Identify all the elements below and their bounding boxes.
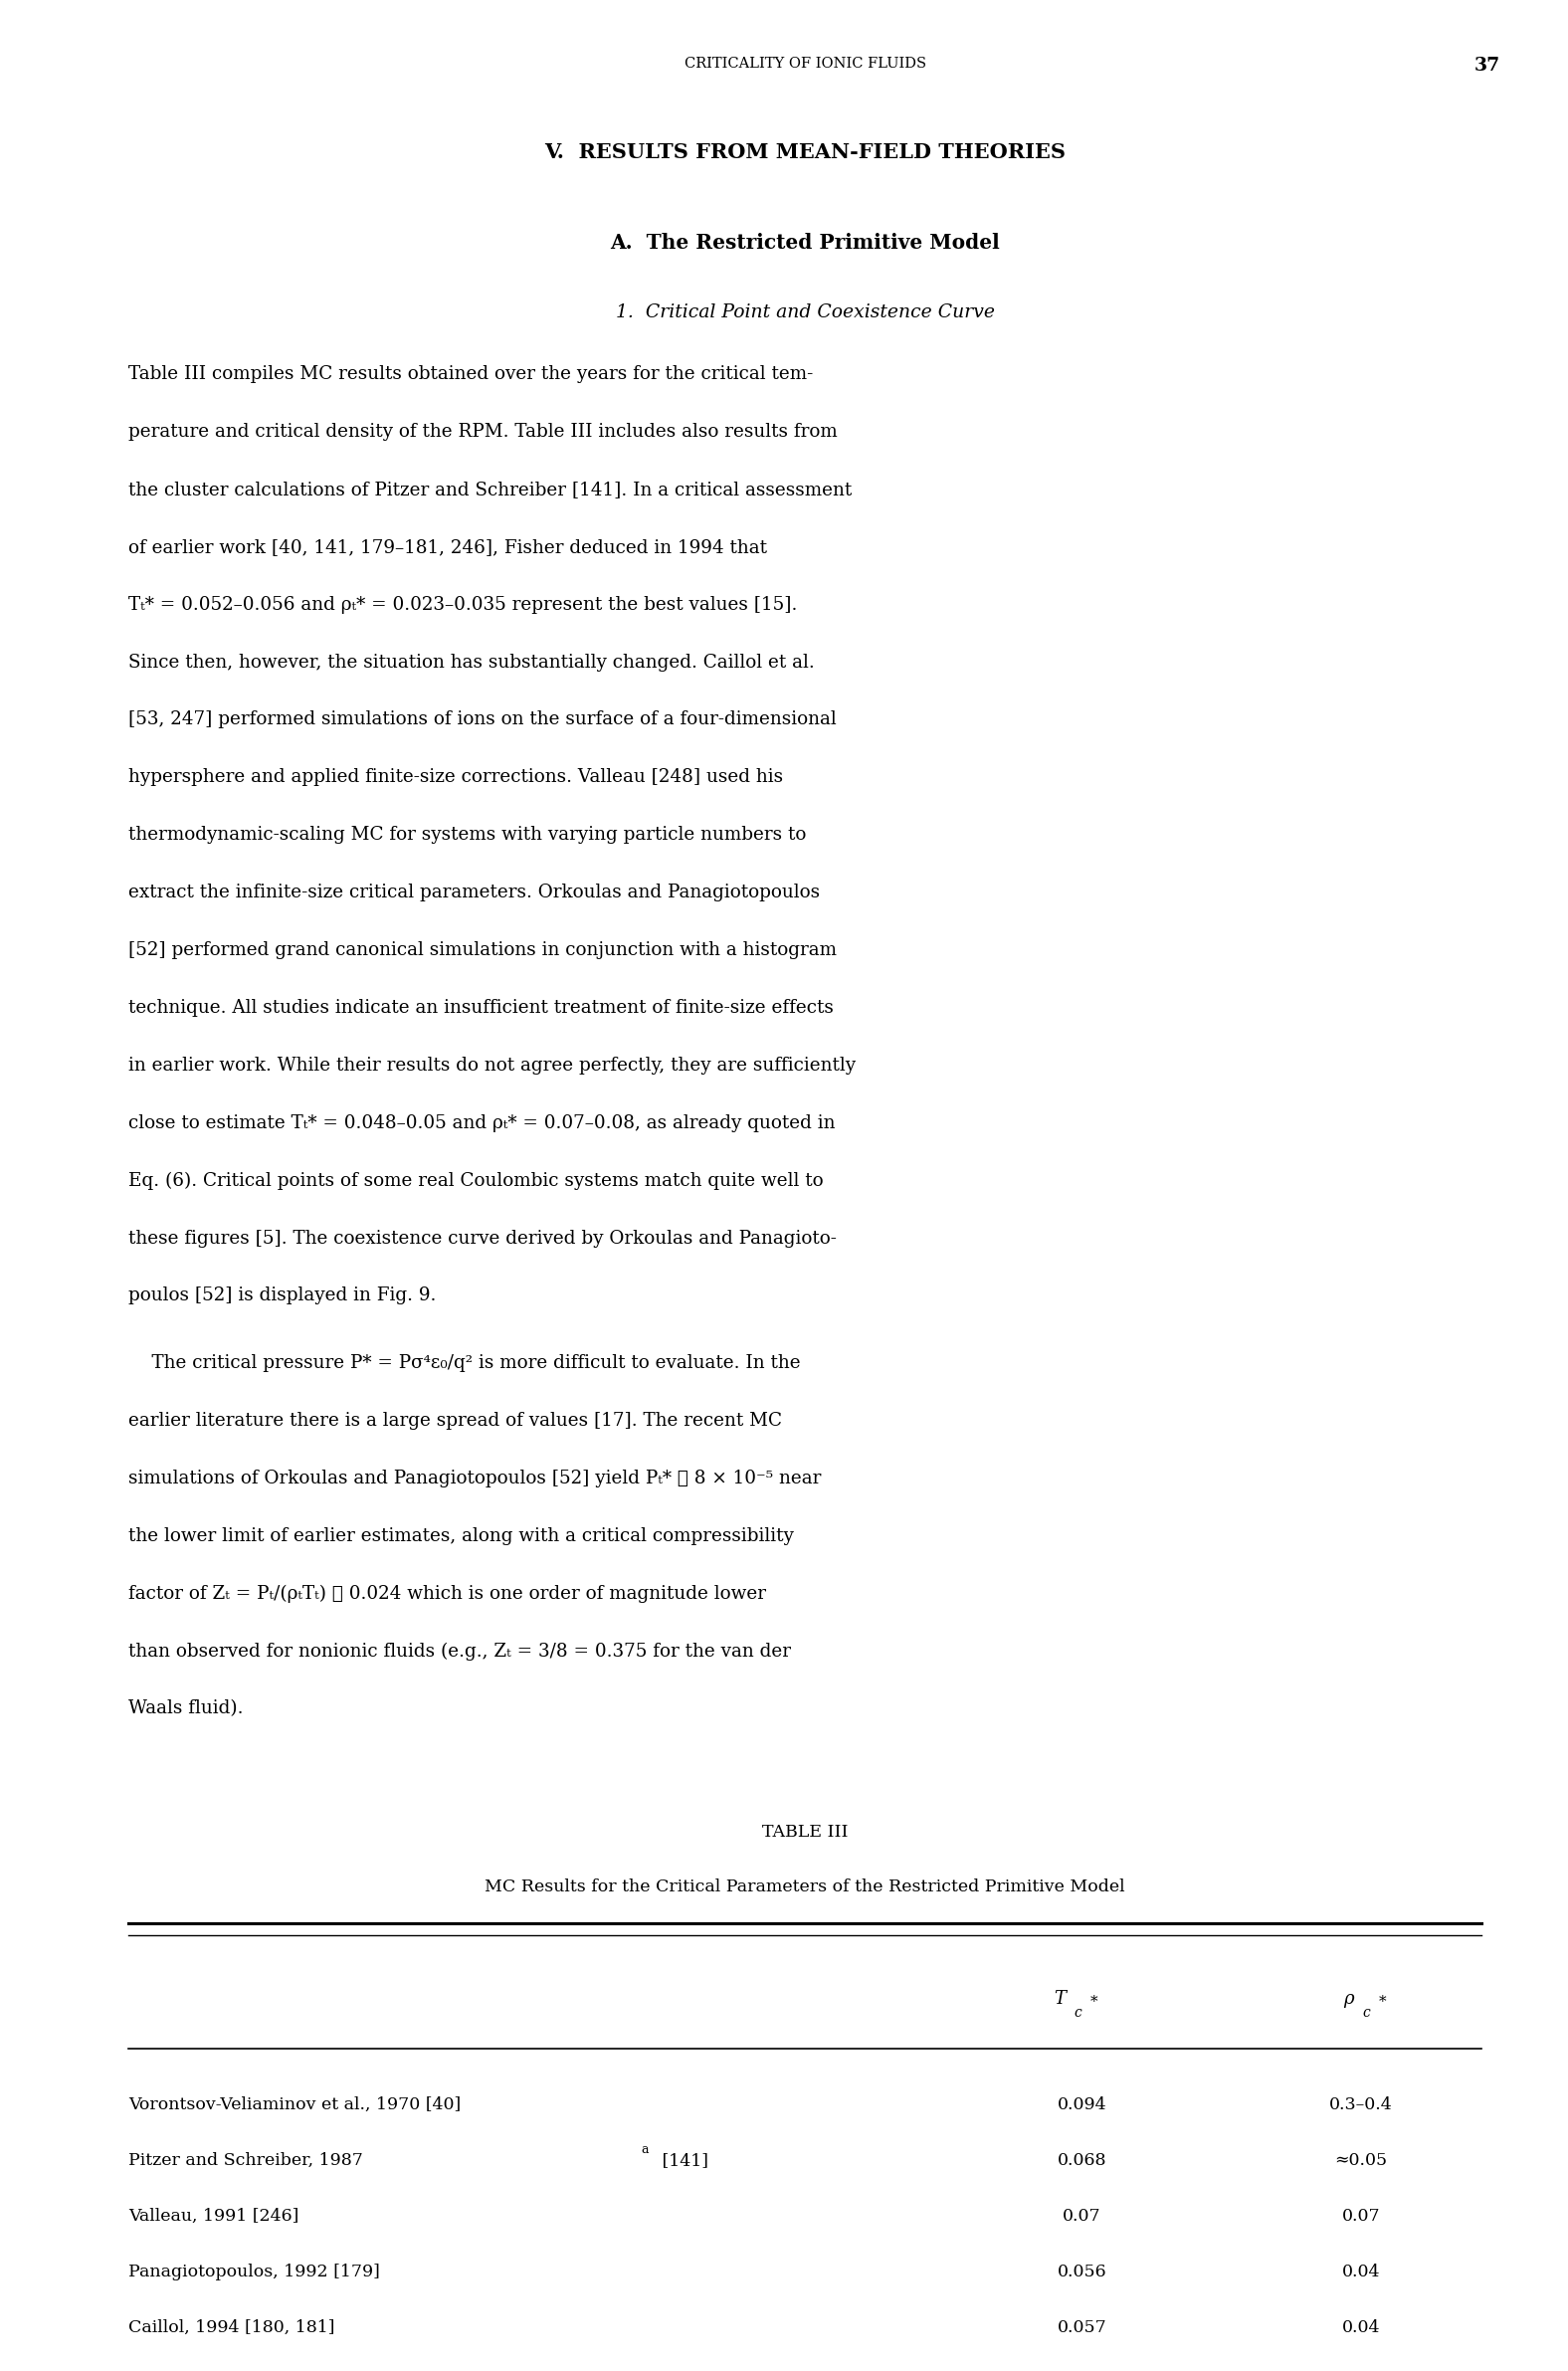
Text: 0.068: 0.068 bbox=[1057, 2153, 1107, 2169]
Text: TABLE III: TABLE III bbox=[762, 1823, 848, 1840]
Text: in earlier work. While their results do not agree perfectly, they are sufficient: in earlier work. While their results do … bbox=[129, 1057, 856, 1074]
Text: *: * bbox=[1090, 1994, 1098, 2008]
Text: [141]: [141] bbox=[657, 2153, 709, 2169]
Text: A.  The Restricted Primitive Model: A. The Restricted Primitive Model bbox=[610, 232, 1000, 251]
Text: Waals fluid).: Waals fluid). bbox=[129, 1700, 243, 1717]
Text: Table III compiles MC results obtained over the years for the critical tem-: Table III compiles MC results obtained o… bbox=[129, 365, 814, 384]
Text: 1.  Critical Point and Coexistence Curve: 1. Critical Point and Coexistence Curve bbox=[616, 303, 994, 322]
Text: MC Results for the Critical Parameters of the Restricted Primitive Model: MC Results for the Critical Parameters o… bbox=[485, 1878, 1126, 1894]
Text: 0.07: 0.07 bbox=[1063, 2207, 1101, 2224]
Text: the lower limit of earlier estimates, along with a critical compressibility: the lower limit of earlier estimates, al… bbox=[129, 1527, 793, 1546]
Text: [52] performed grand canonical simulations in conjunction with a histogram: [52] performed grand canonical simulatio… bbox=[129, 941, 837, 960]
Text: 0.3–0.4: 0.3–0.4 bbox=[1330, 2096, 1392, 2113]
Text: Vorontsov-Veliaminov et al., 1970 [40]: Vorontsov-Veliaminov et al., 1970 [40] bbox=[129, 2096, 461, 2113]
Text: of earlier work [40, 141, 179–181, 246], Fisher deduced in 1994 that: of earlier work [40, 141, 179–181, 246],… bbox=[129, 538, 767, 555]
Text: Caillol, 1994 [180, 181]: Caillol, 1994 [180, 181] bbox=[129, 2319, 336, 2335]
Text: simulations of Orkoulas and Panagiotopoulos [52] yield Pₜ* ≅ 8 × 10⁻⁵ near: simulations of Orkoulas and Panagiotopou… bbox=[129, 1470, 822, 1487]
Text: c: c bbox=[1074, 2006, 1082, 2020]
Text: hypersphere and applied finite-size corrections. Valleau [248] used his: hypersphere and applied finite-size corr… bbox=[129, 768, 784, 787]
Text: thermodynamic-scaling MC for systems with varying particle numbers to: thermodynamic-scaling MC for systems wit… bbox=[129, 825, 806, 844]
Text: the cluster calculations of Pitzer and Schreiber [141]. In a critical assessment: the cluster calculations of Pitzer and S… bbox=[129, 481, 851, 498]
Text: extract the infinite-size critical parameters. Orkoulas and Panagiotopoulos: extract the infinite-size critical param… bbox=[129, 884, 820, 901]
Text: Pitzer and Schreiber, 1987: Pitzer and Schreiber, 1987 bbox=[129, 2153, 364, 2169]
Text: Tₜ* = 0.052–0.056 and ρₜ* = 0.023–0.035 represent the best values [15].: Tₜ* = 0.052–0.056 and ρₜ* = 0.023–0.035 … bbox=[129, 595, 798, 614]
Text: a: a bbox=[641, 2143, 649, 2155]
Text: close to estimate Tₜ* = 0.048–0.05 and ρₜ* = 0.07–0.08, as already quoted in: close to estimate Tₜ* = 0.048–0.05 and ρ… bbox=[129, 1114, 836, 1131]
Text: factor of Zₜ = Pₜ/(ρₜTₜ) ≅ 0.024 which is one order of magnitude lower: factor of Zₜ = Pₜ/(ρₜTₜ) ≅ 0.024 which i… bbox=[129, 1584, 767, 1603]
Text: 0.057: 0.057 bbox=[1057, 2319, 1107, 2335]
Text: 0.07: 0.07 bbox=[1342, 2207, 1380, 2224]
Text: Since then, however, the situation has substantially changed. Caillol et al.: Since then, however, the situation has s… bbox=[129, 654, 815, 671]
Text: *: * bbox=[1378, 1994, 1386, 2008]
Text: [53, 247] performed simulations of ions on the surface of a four-dimensional: [53, 247] performed simulations of ions … bbox=[129, 711, 837, 728]
Text: V.  RESULTS FROM MEAN-FIELD THEORIES: V. RESULTS FROM MEAN-FIELD THEORIES bbox=[544, 142, 1066, 161]
Text: 0.094: 0.094 bbox=[1057, 2096, 1107, 2113]
Text: technique. All studies indicate an insufficient treatment of finite-size effects: technique. All studies indicate an insuf… bbox=[129, 998, 834, 1017]
Text: Eq. (6). Critical points of some real Coulombic systems match quite well to: Eq. (6). Critical points of some real Co… bbox=[129, 1171, 823, 1190]
Text: 0.04: 0.04 bbox=[1342, 2264, 1380, 2281]
Text: 37: 37 bbox=[1474, 57, 1501, 76]
Text: earlier literature there is a large spread of values [17]. The recent MC: earlier literature there is a large spre… bbox=[129, 1411, 782, 1430]
Text: Panagiotopoulos, 1992 [179]: Panagiotopoulos, 1992 [179] bbox=[129, 2264, 379, 2281]
Text: Valleau, 1991 [246]: Valleau, 1991 [246] bbox=[129, 2207, 299, 2224]
Text: poulos [52] is displayed in Fig. 9.: poulos [52] is displayed in Fig. 9. bbox=[129, 1287, 436, 1304]
Text: ρ: ρ bbox=[1344, 1989, 1355, 2008]
Text: perature and critical density of the RPM. Table III includes also results from: perature and critical density of the RPM… bbox=[129, 422, 837, 441]
Text: ≈0.05: ≈0.05 bbox=[1334, 2153, 1388, 2169]
Text: CRITICALITY OF IONIC FLUIDS: CRITICALITY OF IONIC FLUIDS bbox=[684, 57, 927, 71]
Text: T: T bbox=[1054, 1989, 1066, 2008]
Text: 0.04: 0.04 bbox=[1342, 2319, 1380, 2335]
Text: these figures [5]. The coexistence curve derived by Orkoulas and Panagioto-: these figures [5]. The coexistence curve… bbox=[129, 1228, 837, 1247]
Text: 0.056: 0.056 bbox=[1057, 2264, 1107, 2281]
Text: The critical pressure P* = Pσ⁴ε₀/q² is more difficult to evaluate. In the: The critical pressure P* = Pσ⁴ε₀/q² is m… bbox=[129, 1354, 801, 1373]
Text: than observed for nonionic fluids (e.g., Zₜ = 3/8 = 0.375 for the van der: than observed for nonionic fluids (e.g.,… bbox=[129, 1643, 792, 1660]
Text: c: c bbox=[1363, 2006, 1370, 2020]
